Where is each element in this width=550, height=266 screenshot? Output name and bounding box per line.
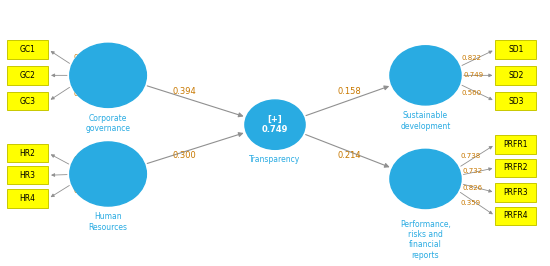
- FancyBboxPatch shape: [495, 159, 536, 177]
- Text: 0.359: 0.359: [460, 200, 480, 206]
- Text: Transparency: Transparency: [249, 156, 301, 164]
- Text: Performance,
risks and
financial
reports: Performance, risks and financial reports: [400, 220, 451, 260]
- Text: 0.742: 0.742: [72, 172, 92, 178]
- FancyBboxPatch shape: [495, 40, 536, 59]
- Text: 0.214: 0.214: [337, 151, 361, 160]
- FancyBboxPatch shape: [7, 144, 48, 162]
- Text: SD3: SD3: [508, 97, 524, 106]
- Text: [+]
0.749: [+] 0.749: [262, 115, 288, 134]
- Ellipse shape: [70, 142, 146, 206]
- FancyBboxPatch shape: [7, 189, 48, 208]
- Text: 0.826: 0.826: [463, 185, 483, 191]
- Text: 0.870: 0.870: [73, 156, 94, 162]
- Text: SD2: SD2: [508, 71, 524, 80]
- Text: 0.905: 0.905: [74, 54, 94, 60]
- Text: 0.560: 0.560: [461, 90, 482, 96]
- Text: 0.612: 0.612: [74, 90, 94, 97]
- FancyBboxPatch shape: [7, 166, 48, 185]
- Text: Sustainable
development: Sustainable development: [400, 111, 450, 131]
- Text: HR4: HR4: [20, 194, 36, 203]
- Text: 0.158: 0.158: [337, 87, 361, 96]
- Text: 0.394: 0.394: [173, 87, 196, 96]
- Text: GC3: GC3: [20, 97, 36, 106]
- Text: 0.715: 0.715: [72, 72, 92, 78]
- Text: 0.738: 0.738: [460, 153, 481, 159]
- FancyBboxPatch shape: [495, 66, 536, 85]
- Ellipse shape: [70, 43, 146, 107]
- FancyBboxPatch shape: [7, 92, 48, 110]
- Text: HR3: HR3: [20, 171, 36, 180]
- Text: 0.822: 0.822: [461, 55, 481, 61]
- Text: 0.652: 0.652: [74, 188, 94, 194]
- Text: Corporate
governance: Corporate governance: [86, 114, 130, 133]
- Text: PRFR2: PRFR2: [504, 163, 528, 172]
- Text: 0.300: 0.300: [173, 151, 196, 160]
- Text: SD1: SD1: [508, 45, 524, 54]
- FancyBboxPatch shape: [7, 66, 48, 85]
- Ellipse shape: [390, 46, 461, 105]
- FancyBboxPatch shape: [495, 92, 536, 110]
- FancyBboxPatch shape: [495, 183, 536, 202]
- Text: PRFR1: PRFR1: [504, 140, 528, 149]
- FancyBboxPatch shape: [495, 135, 536, 154]
- Ellipse shape: [390, 149, 461, 209]
- Ellipse shape: [245, 100, 305, 149]
- Text: Human
Resources: Human Resources: [89, 212, 128, 232]
- Text: PRFR4: PRFR4: [503, 211, 528, 221]
- FancyBboxPatch shape: [7, 40, 48, 59]
- Text: HR2: HR2: [20, 148, 36, 157]
- Text: 0.732: 0.732: [463, 168, 483, 174]
- FancyBboxPatch shape: [495, 207, 536, 225]
- Text: 0.749: 0.749: [463, 72, 483, 78]
- Text: GC2: GC2: [20, 71, 36, 80]
- Text: GC1: GC1: [20, 45, 36, 54]
- Text: PRFR3: PRFR3: [503, 188, 528, 197]
